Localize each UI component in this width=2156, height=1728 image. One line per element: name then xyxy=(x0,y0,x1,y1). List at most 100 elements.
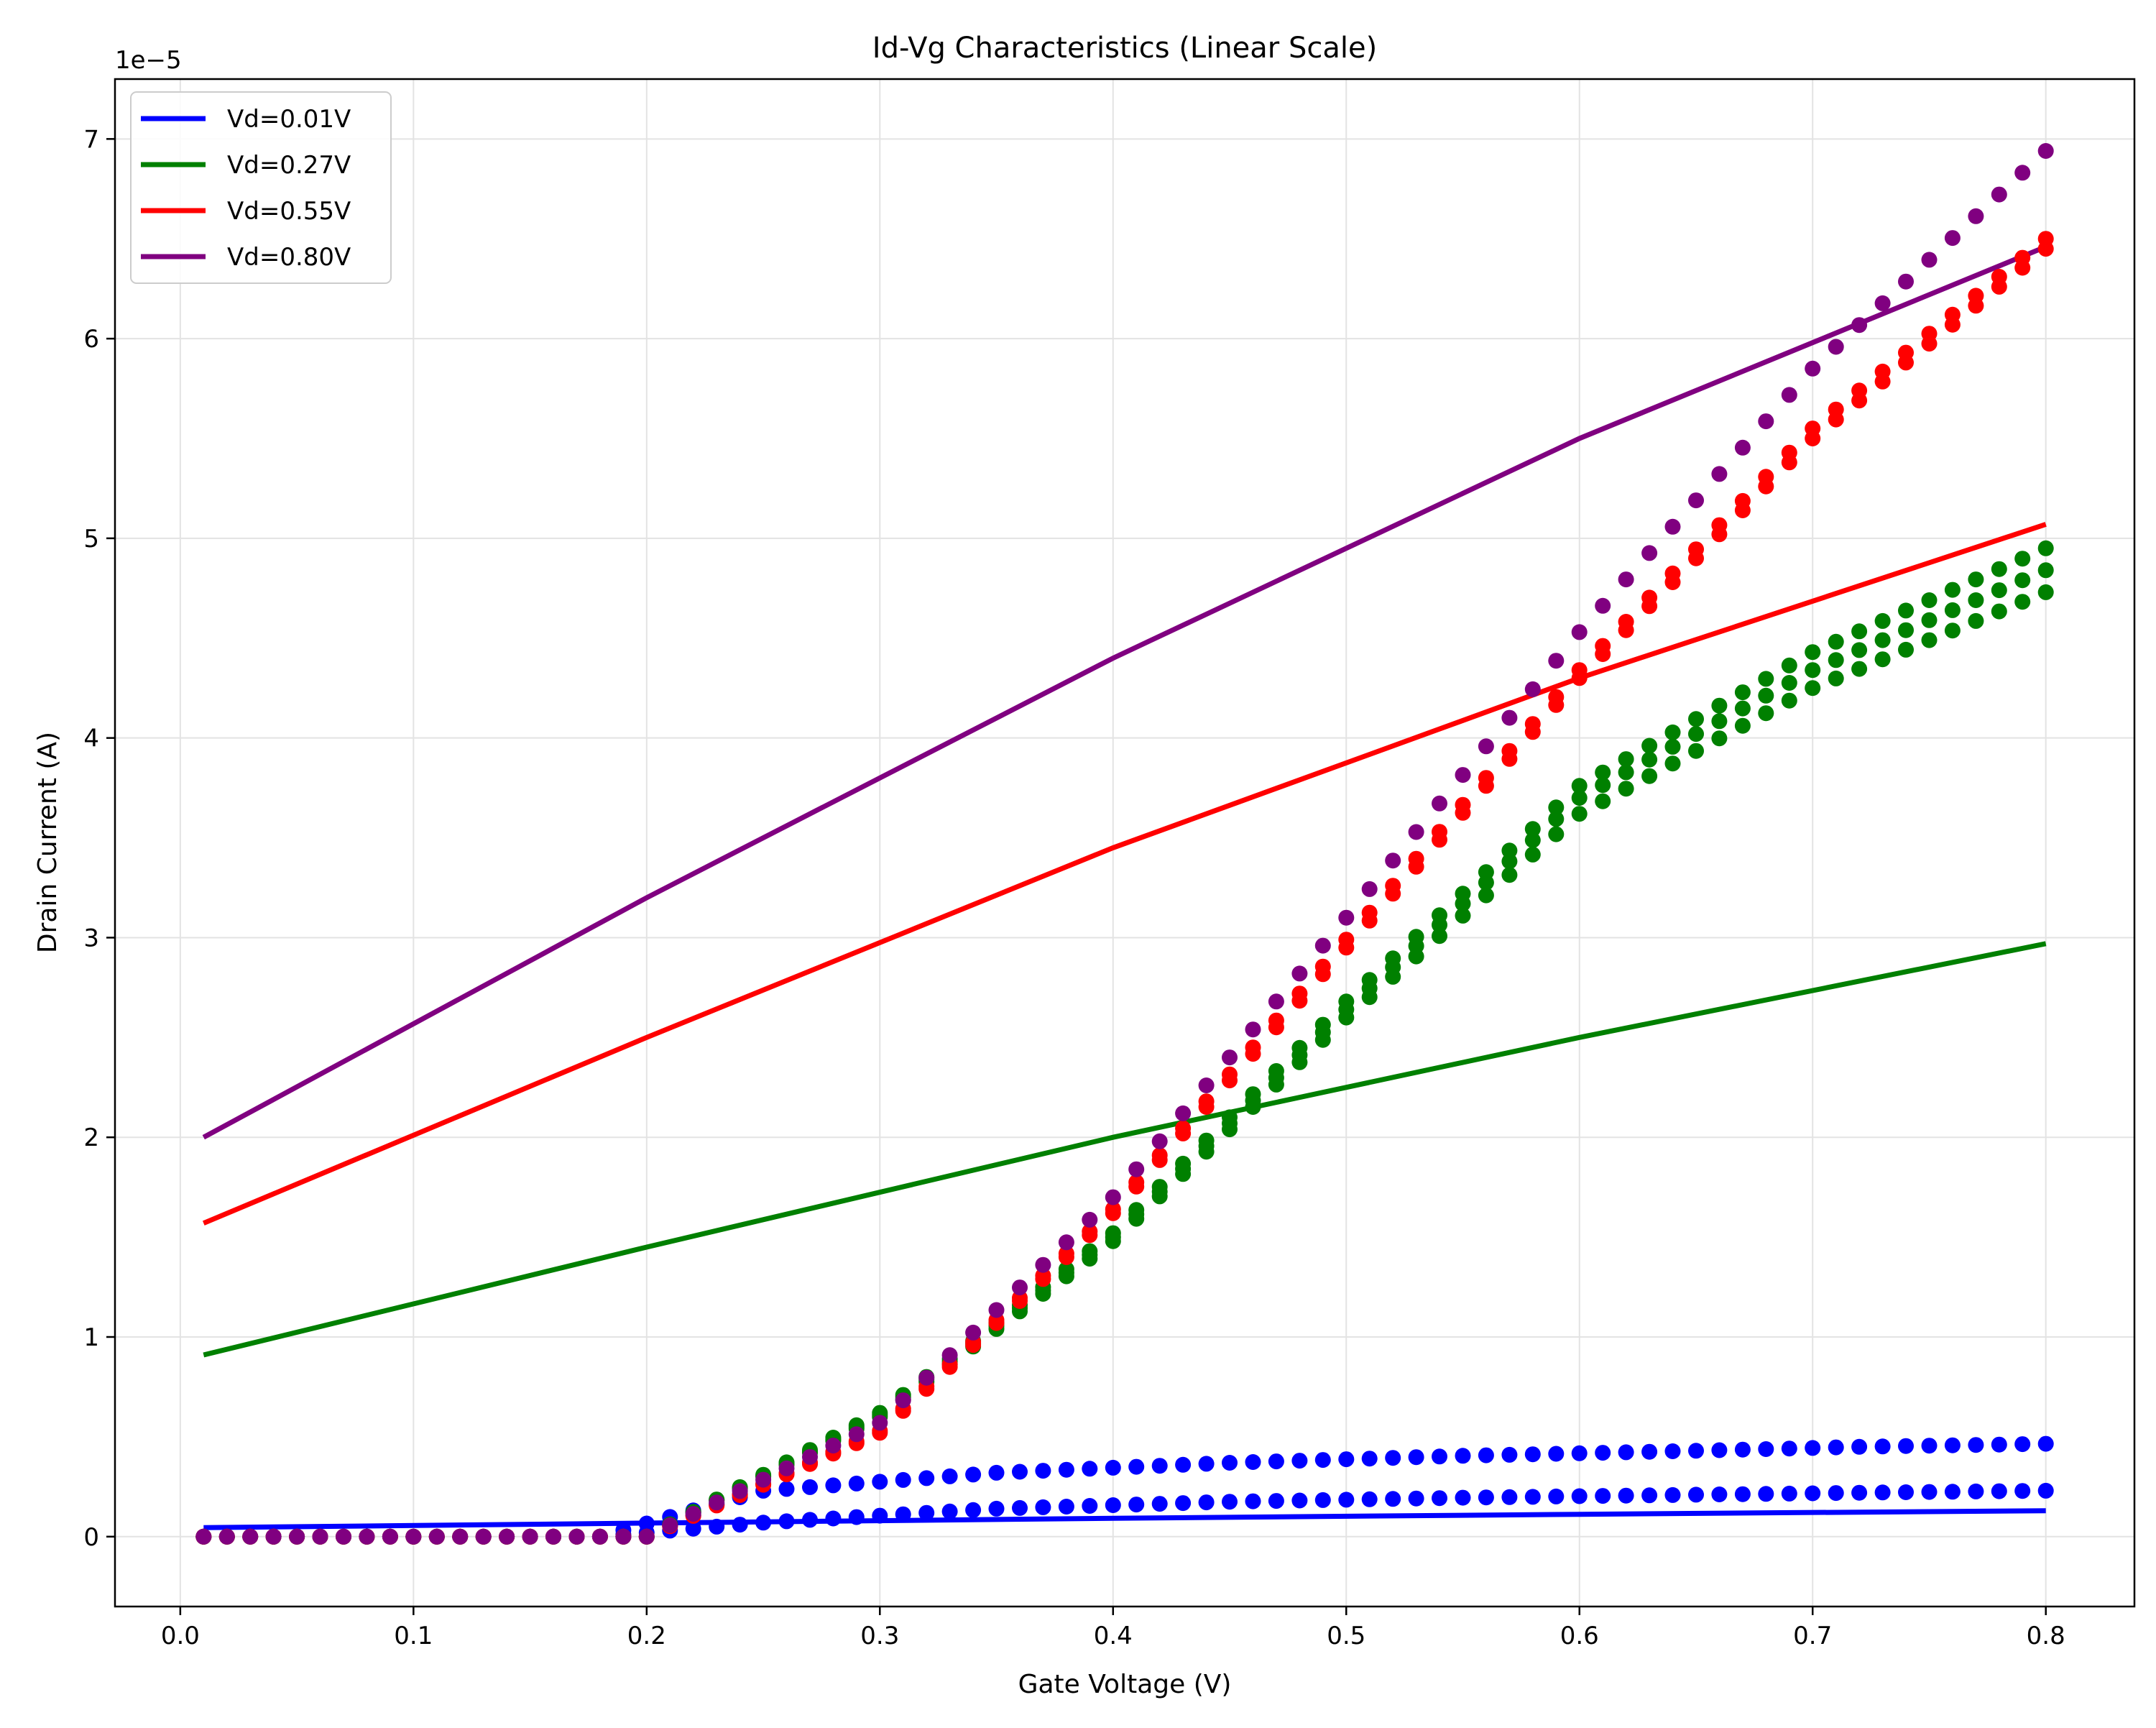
data-point xyxy=(918,1470,935,1486)
series-line xyxy=(202,522,2047,1226)
data-point xyxy=(1664,565,1681,582)
data-point xyxy=(1245,1454,1261,1470)
data-point xyxy=(1595,597,1611,614)
data-point xyxy=(1758,1441,1774,1457)
y-tick-label: 5 xyxy=(83,525,99,553)
data-point xyxy=(1571,1445,1588,1461)
data-point xyxy=(1338,993,1355,1010)
data-point xyxy=(568,1528,585,1545)
data-point xyxy=(1128,1458,1145,1475)
data-point xyxy=(1828,339,1844,355)
data-point xyxy=(1338,1451,1355,1468)
data-point xyxy=(1618,1444,1634,1461)
data-point xyxy=(1105,1459,1121,1476)
data-point xyxy=(265,1528,282,1545)
data-point xyxy=(1734,492,1751,509)
data-point xyxy=(1478,770,1494,786)
data-point xyxy=(1711,713,1728,730)
data-point xyxy=(1968,1483,1984,1499)
x-tick-label: 0.1 xyxy=(394,1622,433,1650)
grid xyxy=(115,79,2134,1607)
data-point xyxy=(1688,726,1704,743)
data-point xyxy=(988,1464,1005,1481)
data-point xyxy=(1664,755,1681,772)
data-point xyxy=(1641,545,1658,561)
x-tick-label: 0.4 xyxy=(1094,1622,1133,1650)
data-point xyxy=(1781,692,1797,709)
data-point xyxy=(918,1504,935,1521)
data-point xyxy=(1851,642,1868,658)
data-point xyxy=(1291,965,1308,982)
data-point xyxy=(1222,1066,1238,1083)
data-point xyxy=(1851,317,1868,334)
data-point xyxy=(1944,622,1961,639)
data-point xyxy=(1151,1179,1168,1195)
data-point xyxy=(1432,795,1447,812)
data-point xyxy=(1781,1440,1797,1457)
data-point xyxy=(1361,881,1378,897)
x-axis-label: Gate Voltage (V) xyxy=(1018,1670,1232,1699)
data-point xyxy=(709,1494,725,1511)
data-point xyxy=(1571,662,1588,679)
data-point xyxy=(1035,1256,1051,1273)
data-point xyxy=(1478,738,1494,755)
y-tick-label: 1 xyxy=(83,1323,99,1352)
data-point xyxy=(312,1528,328,1545)
data-point xyxy=(1805,662,1821,679)
data-point xyxy=(242,1528,259,1545)
data-point xyxy=(1198,1494,1215,1511)
data-point xyxy=(941,1347,958,1364)
data-point xyxy=(709,1518,725,1535)
data-point xyxy=(1385,950,1401,967)
data-point xyxy=(2014,1436,2031,1453)
chart-title: Id-Vg Characteristics (Linear Scale) xyxy=(872,32,1377,65)
data-point xyxy=(1524,1489,1541,1505)
data-point xyxy=(1175,1105,1192,1121)
data-point xyxy=(382,1528,398,1545)
data-point xyxy=(802,1479,818,1495)
data-point xyxy=(1828,401,1844,418)
x-tick-label: 0.7 xyxy=(1793,1622,1832,1650)
data-point xyxy=(1222,1049,1238,1066)
data-point xyxy=(1222,1109,1238,1126)
data-point xyxy=(965,1324,982,1341)
data-point xyxy=(1245,1039,1261,1056)
data-point xyxy=(1455,796,1471,813)
data-point xyxy=(1618,614,1634,630)
y-tick-label: 6 xyxy=(83,325,99,354)
data-point xyxy=(1058,1245,1074,1261)
data-point xyxy=(1455,886,1471,902)
data-point xyxy=(1921,326,1938,342)
data-point xyxy=(1151,1133,1168,1149)
data-point xyxy=(848,1509,865,1525)
data-point xyxy=(1851,1438,1868,1455)
data-point xyxy=(1501,842,1518,859)
data-point xyxy=(452,1528,469,1545)
data-point xyxy=(1478,887,1494,904)
data-point xyxy=(545,1528,561,1545)
data-point xyxy=(1035,1463,1051,1479)
data-point xyxy=(1641,737,1658,754)
data-point xyxy=(1314,937,1331,954)
data-point xyxy=(1291,1453,1308,1469)
data-point xyxy=(872,1474,888,1490)
data-point xyxy=(1361,1491,1378,1507)
data-point xyxy=(1338,1492,1355,1508)
data-point xyxy=(1128,1161,1145,1177)
data-point xyxy=(1455,907,1471,924)
data-point xyxy=(1361,972,1378,988)
legend-label: Vd=0.27V xyxy=(227,151,351,180)
data-point xyxy=(1524,681,1541,697)
data-point xyxy=(1758,469,1774,485)
data-point xyxy=(1595,777,1611,794)
data-point xyxy=(591,1528,608,1545)
data-point xyxy=(1688,1443,1704,1459)
data-point xyxy=(1921,592,1938,608)
data-point xyxy=(1361,1451,1378,1467)
x-tick-label: 0.6 xyxy=(1560,1622,1599,1650)
data-point xyxy=(1058,1261,1074,1277)
data-point xyxy=(218,1528,235,1545)
data-point xyxy=(1664,724,1681,740)
data-point xyxy=(1385,852,1401,869)
data-point xyxy=(405,1528,422,1545)
